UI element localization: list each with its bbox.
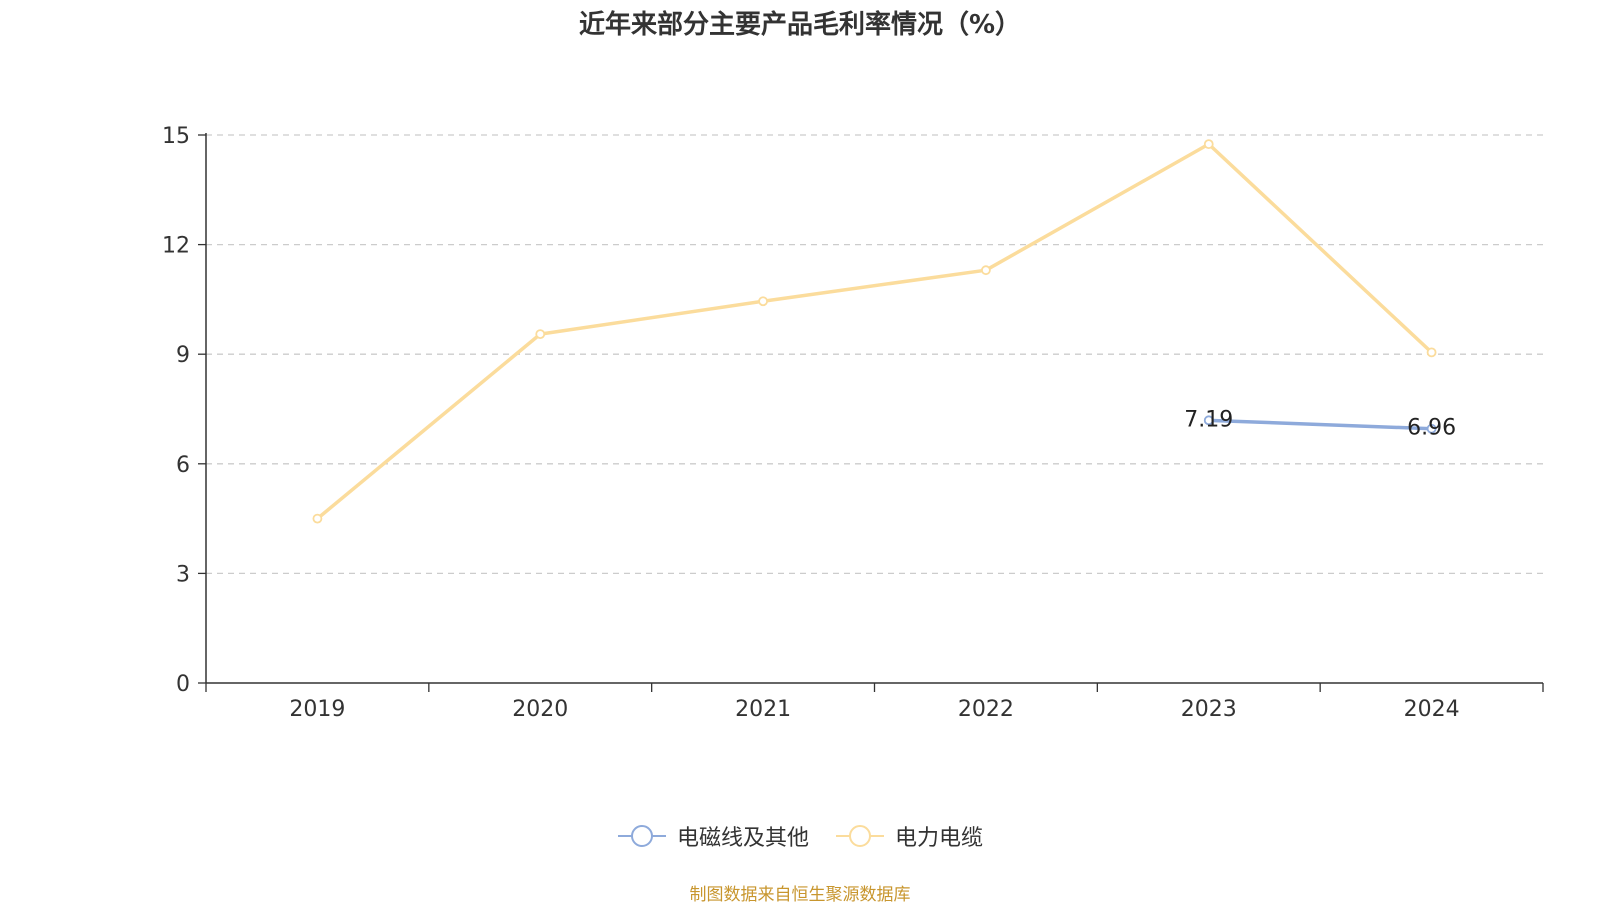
axes: 0 3 6 9 12 15 2019 2020 2021 2022 2023 2024 bbox=[162, 124, 1544, 722]
series-line-0 bbox=[1208, 418, 1432, 431]
y-tick-label: 0 bbox=[176, 672, 190, 697]
legend-item-series-1[interactable]: 电力电缆 bbox=[835, 820, 983, 852]
data-point[interactable] bbox=[312, 513, 323, 524]
data-point[interactable] bbox=[1203, 139, 1214, 150]
y-tick-label: 12 bbox=[162, 234, 190, 259]
x-tick-label: 2019 bbox=[289, 697, 345, 722]
data-labels: 7.19 6.96 bbox=[1184, 407, 1456, 440]
legend-label: 电力电缆 bbox=[895, 826, 984, 851]
data-point[interactable] bbox=[758, 296, 768, 307]
data-point[interactable] bbox=[1426, 347, 1437, 358]
data-point[interactable] bbox=[1203, 415, 1214, 426]
data-label: 6.96 bbox=[1407, 416, 1456, 441]
y-tick-label: 15 bbox=[162, 124, 190, 149]
series-line-1 bbox=[316, 142, 1433, 520]
chart-title: 近年来部分主要产品毛利率情况（%） bbox=[578, 10, 1022, 40]
legend-swatch-icon bbox=[617, 825, 666, 847]
x-tick-label: 2020 bbox=[512, 697, 568, 722]
gridlines bbox=[206, 134, 1543, 575]
data-point[interactable] bbox=[981, 265, 991, 276]
x-tick-label: 2021 bbox=[735, 697, 791, 722]
y-tick-label: 9 bbox=[176, 343, 190, 368]
data-point[interactable] bbox=[535, 329, 546, 340]
legend: 电磁线及其他 电力电缆 bbox=[0, 820, 1600, 852]
series bbox=[312, 139, 1437, 524]
x-tick-label: 2022 bbox=[958, 697, 1014, 722]
data-point[interactable] bbox=[1426, 423, 1437, 434]
legend-item-series-0[interactable]: 电磁线及其他 bbox=[617, 820, 809, 852]
y-tick-label: 3 bbox=[176, 562, 190, 587]
x-tick-label: 2023 bbox=[1181, 697, 1237, 722]
source-note: 制图数据来自恒生聚源数据库 bbox=[689, 885, 911, 905]
line-chart: 0 3 6 9 12 15 2019 2020 2021 2022 2023 2024 7.19 6.9… bbox=[162, 124, 1544, 722]
legend-swatch-icon bbox=[836, 825, 884, 847]
data-label: 7.19 bbox=[1184, 407, 1233, 432]
x-tick-label: 2024 bbox=[1404, 697, 1460, 722]
legend-label: 电磁线及其他 bbox=[676, 826, 809, 851]
y-tick-label: 6 bbox=[176, 453, 190, 478]
